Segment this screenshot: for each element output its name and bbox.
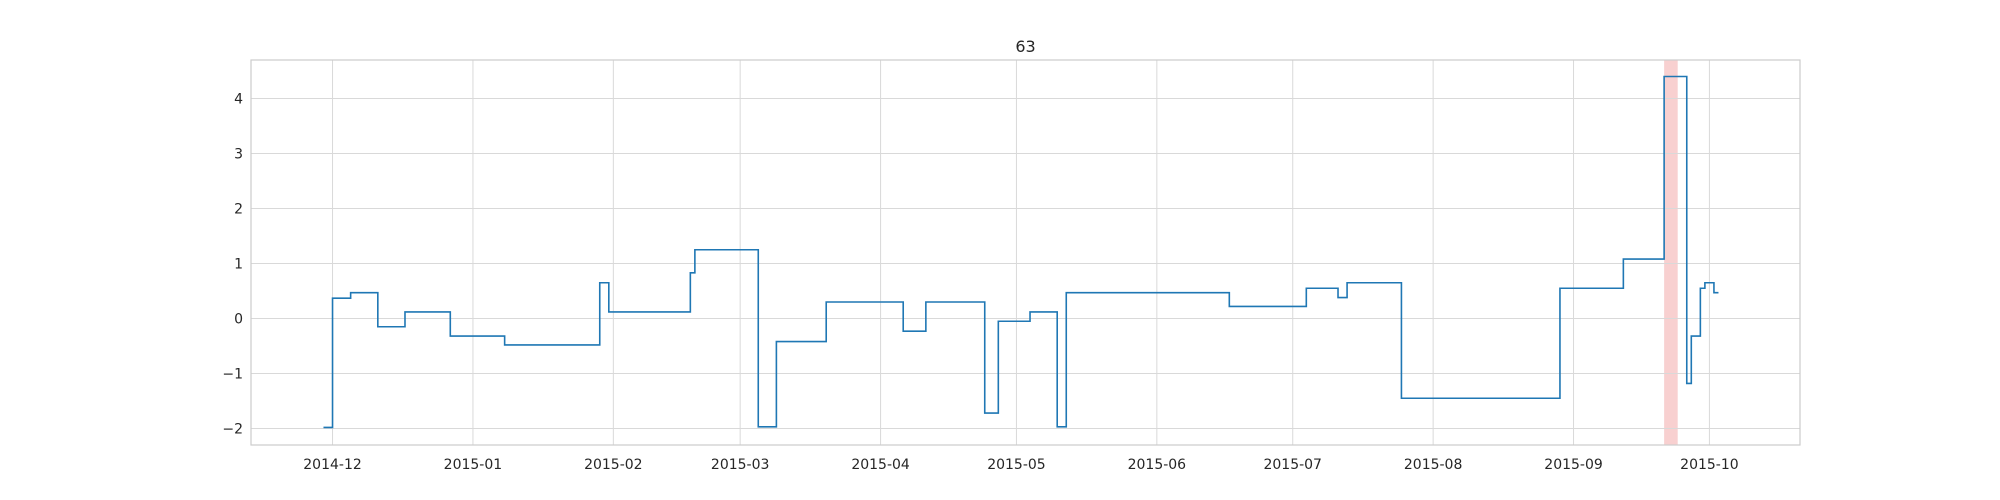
series-layer (323, 75, 1719, 429)
y-tick-label: 0 (234, 312, 243, 328)
highlight-band-layer (1664, 60, 1678, 445)
y-tick-label: −1 (222, 367, 243, 383)
y-tick-label: 3 (234, 147, 243, 163)
x-tick-label: 2015-10 (1680, 457, 1739, 473)
chart-title: 63 (1015, 37, 1035, 56)
plot-frame (250, 59, 1801, 446)
plot-background (251, 60, 1800, 445)
grid-lines (251, 60, 1800, 445)
series-line (323, 75, 1719, 429)
x-tick-label: 2015-07 (1263, 457, 1322, 473)
y-tick-labels: −2 −1 0 1 2 3 4 (222, 92, 243, 438)
y-tick-label: 4 (234, 92, 243, 108)
x-tick-label: 2014-12 (303, 457, 362, 473)
x-tick-labels: 2014-12 2015-01 2015-02 2015-03 2015-04 2015-… (303, 457, 1738, 473)
x-tick-label: 2015-09 (1544, 457, 1603, 473)
x-tick-label: 2015-05 (987, 457, 1046, 473)
y-tick-label: 1 (234, 257, 243, 273)
y-tick-label: −2 (222, 422, 243, 438)
x-tick-label: 2015-02 (584, 457, 643, 473)
x-tick-label: 2015-04 (851, 457, 910, 473)
x-tick-label: 2015-08 (1404, 457, 1463, 473)
highlight-band (1664, 60, 1678, 445)
x-tick-label: 2015-03 (711, 457, 770, 473)
x-tick-label: 2015-01 (444, 457, 503, 473)
x-tick-label: 2015-06 (1128, 457, 1187, 473)
y-tick-label: 2 (234, 202, 243, 218)
